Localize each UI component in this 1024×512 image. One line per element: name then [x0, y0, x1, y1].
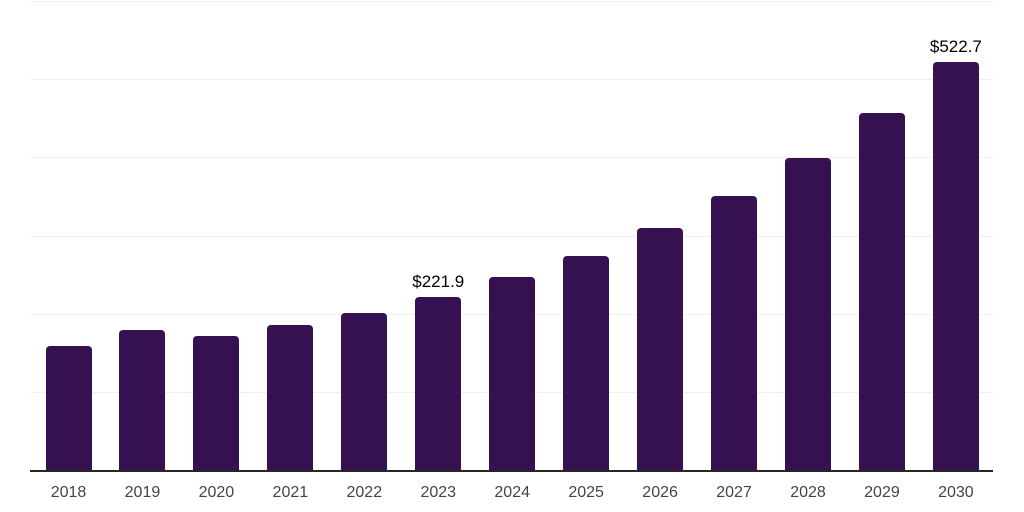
bar-2018	[45, 345, 92, 471]
x-axis-tick-label: 2027	[716, 484, 752, 501]
bar-value-label: $522.7	[929, 36, 982, 56]
gridline	[30, 157, 993, 159]
bar-2024	[489, 276, 536, 471]
bar-2029	[858, 113, 905, 471]
x-axis-tick-label: 2030	[938, 484, 974, 501]
bar-2027	[711, 196, 758, 471]
x-axis-tick-label: 2025	[568, 484, 604, 501]
x-axis-tick-label: 2020	[198, 484, 235, 501]
bar-2020	[193, 336, 240, 471]
bar-2023	[415, 297, 462, 471]
x-axis-tick-label: 2018	[50, 484, 87, 501]
x-axis-tick-label: 2023	[420, 484, 457, 501]
gridline	[30, 235, 993, 237]
x-axis-tick-label: 2029	[864, 484, 900, 501]
x-axis-tick-label: 2024	[494, 484, 530, 501]
x-axis-line	[30, 470, 993, 472]
gridline	[30, 78, 993, 80]
x-axis-tick-label: 2019	[124, 484, 161, 501]
x-axis-tick-label: 2026	[642, 484, 678, 501]
x-axis-tick-label: 2021	[272, 484, 309, 501]
bar-2021	[267, 325, 314, 471]
bar-2026	[637, 228, 684, 471]
bar-2030	[932, 61, 979, 471]
bar-2019	[119, 330, 166, 471]
gridline	[30, 0, 993, 2]
bar-2022	[341, 312, 388, 471]
x-axis-tick-label: 2028	[790, 484, 826, 501]
bar-value-label: $221.9	[412, 272, 465, 292]
bar-2028	[785, 157, 831, 471]
x-axis-tick-label: 2022	[346, 484, 383, 501]
bar-2025	[563, 255, 610, 471]
